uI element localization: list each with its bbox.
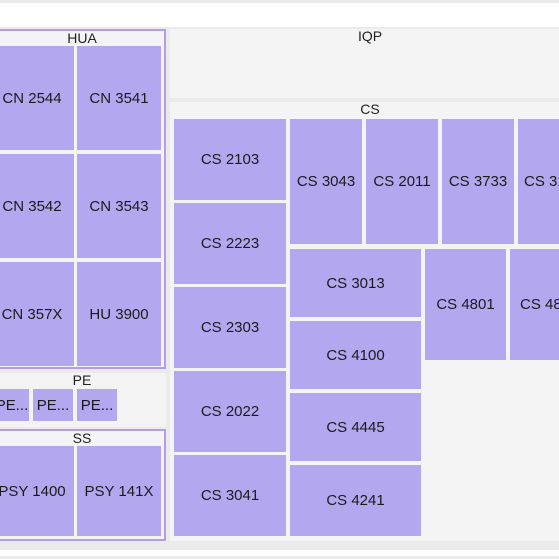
leaf-cn-3541[interactable]: CN 3541 bbox=[77, 46, 161, 150]
group-hua-label: HUA bbox=[67, 30, 97, 46]
leaf-pe-2[interactable]: PE... bbox=[33, 389, 73, 421]
leaf-cn-357x[interactable]: CN 357X bbox=[0, 262, 74, 366]
leaf-label: CS 4801 bbox=[436, 296, 495, 313]
leaf-cs-2022[interactable]: CS 2022 bbox=[174, 371, 286, 452]
leaf-cs-31[interactable]: CS 31 bbox=[518, 119, 559, 244]
leaf-label: CS 2223 bbox=[200, 235, 260, 252]
leaf-cn-2544[interactable]: CN 2544 bbox=[0, 46, 74, 150]
leaf-cs-2223[interactable]: CS 2223 bbox=[174, 203, 286, 284]
leaf-cs-4241[interactable]: CS 4241 bbox=[290, 465, 421, 536]
leaf-label: CS 4445 bbox=[326, 418, 385, 436]
leaf-label: PE... bbox=[36, 396, 70, 414]
leaf-label: CN 3542 bbox=[2, 197, 62, 215]
top-bar bbox=[0, 0, 559, 29]
leaf-cn-3542[interactable]: CN 3542 bbox=[0, 154, 74, 258]
leaf-cn-3543[interactable]: CN 3543 bbox=[77, 154, 161, 258]
leaf-cs-2103[interactable]: CS 2103 bbox=[174, 119, 286, 200]
leaf-label: CS 2022 bbox=[200, 403, 260, 420]
leaf-label: CN 2544 bbox=[2, 89, 62, 107]
bottom-bar bbox=[0, 541, 559, 559]
leaf-cs-4801[interactable]: CS 4801 bbox=[425, 249, 506, 360]
group-pe-label: PE bbox=[72, 372, 92, 388]
leaf-cs-2011[interactable]: CS 2011 bbox=[366, 119, 438, 244]
leaf-label: PE... bbox=[0, 396, 29, 414]
leaf-cs-3041[interactable]: CS 3041 bbox=[174, 455, 286, 536]
leaf-label: CN 3541 bbox=[89, 89, 149, 107]
leaf-label: CN 3543 bbox=[89, 197, 149, 215]
leaf-pe-1[interactable]: PE... bbox=[0, 389, 29, 421]
leaf-label: CS 3013 bbox=[326, 274, 385, 292]
leaf-label: CS 2103 bbox=[200, 151, 260, 168]
bottom-bar-strip bbox=[0, 550, 559, 556]
top-bar-strip bbox=[0, 3, 559, 27]
leaf-label: CS 3733 bbox=[448, 173, 508, 190]
leaf-label: CS 3043 bbox=[296, 173, 356, 190]
leaf-label: CN 357X bbox=[1, 305, 63, 323]
leaf-cs-48[interactable]: CS 48 bbox=[510, 249, 559, 360]
leaf-hu-3900[interactable]: HU 3900 bbox=[77, 262, 161, 366]
leaf-label: CS 2011 bbox=[373, 173, 431, 190]
leaf-label: CS 31 bbox=[524, 173, 559, 190]
leaf-label: PSY 1400 bbox=[0, 482, 66, 500]
group-iqp[interactable]: IQP bbox=[170, 29, 559, 98]
group-ss-label: SS bbox=[72, 430, 92, 446]
leaf-cs-4100[interactable]: CS 4100 bbox=[290, 321, 421, 389]
leaf-label: PSY 141X bbox=[84, 482, 154, 500]
leaf-cs-3733[interactable]: CS 3733 bbox=[442, 119, 514, 244]
leaf-label: CS 3041 bbox=[200, 487, 260, 504]
group-cs-label: CS bbox=[360, 101, 380, 117]
leaf-pe-3[interactable]: PE... bbox=[77, 389, 117, 421]
leaf-cs-4445[interactable]: CS 4445 bbox=[290, 393, 421, 461]
leaf-psy-1400[interactable]: PSY 1400 bbox=[0, 446, 74, 536]
leaf-label: CS 4100 bbox=[326, 346, 385, 364]
leaf-psy-141x[interactable]: PSY 141X bbox=[77, 446, 161, 536]
leaf-label: CS 4241 bbox=[326, 492, 385, 509]
leaf-label: PE... bbox=[80, 396, 114, 414]
leaf-cs-3043[interactable]: CS 3043 bbox=[290, 119, 362, 244]
group-iqp-label: IQP bbox=[357, 28, 383, 44]
leaf-cs-2303[interactable]: CS 2303 bbox=[174, 287, 286, 368]
leaf-label: HU 3900 bbox=[89, 305, 149, 323]
leaf-cs-3013[interactable]: CS 3013 bbox=[290, 249, 421, 317]
leaf-label: CS 48 bbox=[520, 296, 559, 313]
leaf-label: CS 2303 bbox=[200, 319, 260, 336]
